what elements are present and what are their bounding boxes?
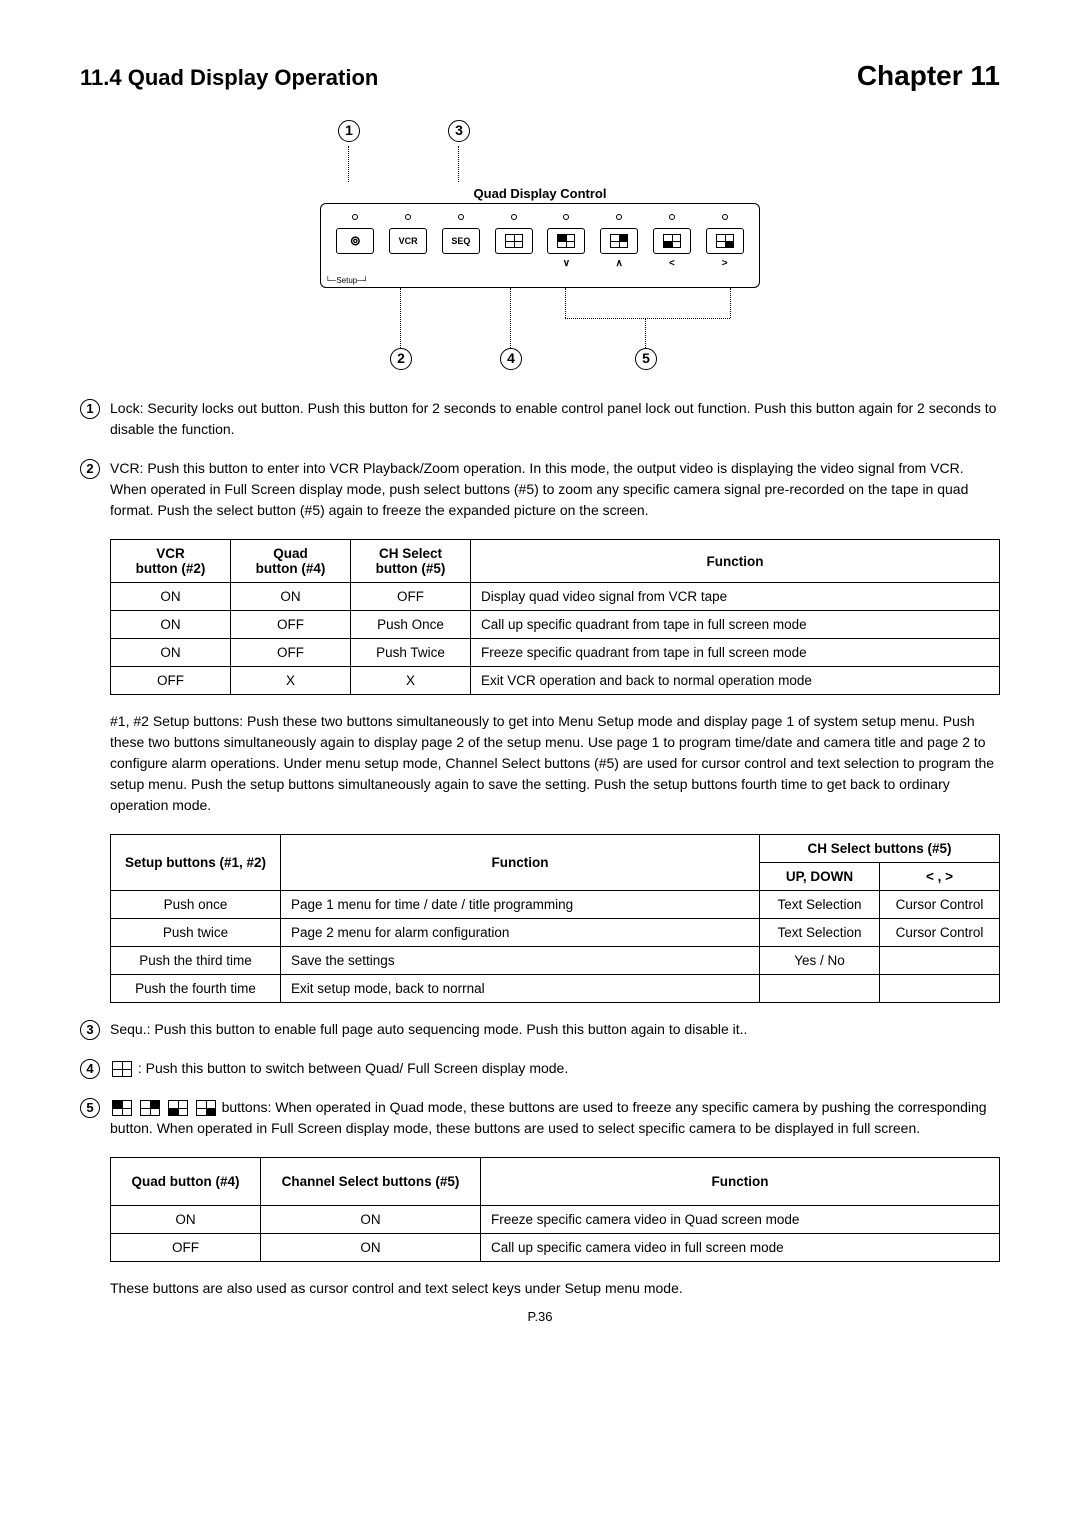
ch4-button[interactable]: [706, 228, 744, 254]
lock-button[interactable]: ⊚: [336, 228, 374, 254]
para-setup: #1, #2 Setup buttons: Push these two but…: [80, 711, 1000, 816]
callout-4: 4: [500, 348, 522, 370]
setup-label: └─Setup─┘: [325, 276, 369, 285]
para-1: 1 Lock: Security locks out button. Push …: [80, 398, 1000, 440]
vcr-table: VCR button (#2) Quad button (#4) CH Sele…: [110, 539, 1000, 695]
ch1-button[interactable]: [547, 228, 585, 254]
callout-5: 5: [635, 348, 657, 370]
quad-tr-icon: [140, 1100, 160, 1116]
arrow-up: ∧: [600, 258, 638, 269]
para-5: 5 buttons: When operated in Quad mode, t…: [80, 1097, 1000, 1139]
quad-tl-icon: [112, 1100, 132, 1116]
seq-button[interactable]: SEQ: [442, 228, 480, 254]
ch2-button[interactable]: [600, 228, 638, 254]
footer-note: These buttons are also used as cursor co…: [80, 1278, 1000, 1299]
vcr-button[interactable]: VCR: [389, 228, 427, 254]
quad-bl-icon: [168, 1100, 188, 1116]
channel-table: Quad button (#4) Channel Select buttons …: [110, 1157, 1000, 1262]
section-title: 11.4 Quad Display Operation: [80, 65, 378, 91]
callout-3: 3: [448, 120, 470, 142]
ch3-button[interactable]: [653, 228, 691, 254]
control-panel: ⊚ VCR SEQ ∨ ∧ < > └─Setup─┘: [320, 203, 760, 288]
arrow-right: >: [706, 258, 744, 269]
setup-table: Setup buttons (#1, #2) Function CH Selec…: [110, 834, 1000, 1003]
quad-button[interactable]: [495, 228, 533, 254]
quad-br-icon: [196, 1100, 216, 1116]
quad-icon: [112, 1061, 132, 1077]
diagram-title: Quad Display Control: [320, 186, 760, 201]
arrow-down: ∨: [547, 258, 585, 269]
quad-display-diagram: 1 3 Quad Display Control ⊚ VCR SEQ ∨ ∧ <…: [320, 120, 760, 358]
arrow-left: <: [653, 258, 691, 269]
para-4: 4 : Push this button to switch between Q…: [80, 1058, 1000, 1079]
para-3: 3 Sequ.: Push this button to enable full…: [80, 1019, 1000, 1040]
page-number: P.36: [80, 1309, 1000, 1324]
callout-1: 1: [338, 120, 360, 142]
page-header: 11.4 Quad Display Operation Chapter 11: [80, 60, 1000, 92]
callout-2: 2: [390, 348, 412, 370]
para-2: 2 VCR: Push this button to enter into VC…: [80, 458, 1000, 521]
chapter-title: Chapter 11: [857, 60, 1000, 92]
